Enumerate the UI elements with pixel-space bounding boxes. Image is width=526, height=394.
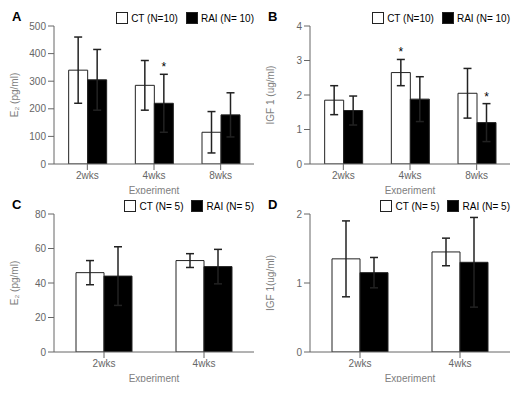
svg-text:0: 0 xyxy=(40,159,46,170)
svg-text:80: 80 xyxy=(35,209,47,220)
svg-text:2wks: 2wks xyxy=(349,358,372,369)
svg-text:60: 60 xyxy=(35,243,47,254)
svg-text:4: 4 xyxy=(296,21,302,32)
svg-text:0: 0 xyxy=(296,347,302,358)
svg-text:IGF 1(ug/ml): IGF 1(ug/ml) xyxy=(265,255,276,311)
html-text:CT (N=10): CT (N=10) xyxy=(387,12,434,24)
html-text:CT (N= 5): CT (N= 5) xyxy=(139,200,184,212)
svg-text:2wks: 2wks xyxy=(76,170,99,181)
svg-text:E₂ (pg/ml): E₂ (pg/ml) xyxy=(9,261,20,305)
svg-text:0: 0 xyxy=(40,347,46,358)
svg-text:*: * xyxy=(161,60,166,74)
html-text:D: D xyxy=(268,197,278,212)
svg-text:2wks: 2wks xyxy=(332,170,355,181)
svg-text:4wks: 4wks xyxy=(193,358,216,369)
svg-text:200: 200 xyxy=(29,103,46,114)
svg-text:Experiment: Experiment xyxy=(385,185,436,194)
svg-text:Experiment: Experiment xyxy=(129,185,180,194)
svg-text:4wks: 4wks xyxy=(399,170,422,181)
svg-text:400: 400 xyxy=(29,48,46,59)
svg-text:300: 300 xyxy=(29,76,46,87)
svg-text:4wks: 4wks xyxy=(449,358,472,369)
svg-text:IGF 1 (ug/ml): IGF 1 (ug/ml) xyxy=(265,66,276,125)
svg-text:1: 1 xyxy=(296,124,302,135)
svg-text:100: 100 xyxy=(29,131,46,142)
html-text:A: A xyxy=(12,9,22,24)
html-text:RAI (N= 5): RAI (N= 5) xyxy=(206,200,254,212)
html-text:RAI (N= 10): RAI (N= 10) xyxy=(200,12,254,24)
html-text:C: C xyxy=(12,197,22,212)
svg-text:E₂ (pg/ml): E₂ (pg/ml) xyxy=(9,73,20,117)
svg-text:0: 0 xyxy=(296,159,302,170)
html-text:CT (N= 5): CT (N= 5) xyxy=(395,200,440,212)
html-text:RAI (N= 5): RAI (N= 5) xyxy=(462,200,510,212)
svg-text:20: 20 xyxy=(35,312,47,323)
svg-text:2: 2 xyxy=(296,209,302,220)
html-text:CT (N=10): CT (N=10) xyxy=(131,12,178,24)
svg-text:Experiment: Experiment xyxy=(129,373,180,382)
svg-text:8wks: 8wks xyxy=(209,170,232,181)
svg-text:8wks: 8wks xyxy=(465,170,488,181)
svg-text:1: 1 xyxy=(296,278,302,289)
svg-text:*: * xyxy=(398,45,403,59)
svg-text:2wks: 2wks xyxy=(93,358,116,369)
svg-text:3: 3 xyxy=(296,55,302,66)
svg-text:Experiment: Experiment xyxy=(385,373,436,382)
svg-text:4wks: 4wks xyxy=(143,170,166,181)
svg-text:*: * xyxy=(484,90,489,104)
html-text:RAI (N= 10): RAI (N= 10) xyxy=(456,12,510,24)
svg-text:500: 500 xyxy=(29,21,46,32)
svg-text:40: 40 xyxy=(35,278,47,289)
svg-text:2: 2 xyxy=(296,90,302,101)
html-text:B: B xyxy=(268,9,278,24)
